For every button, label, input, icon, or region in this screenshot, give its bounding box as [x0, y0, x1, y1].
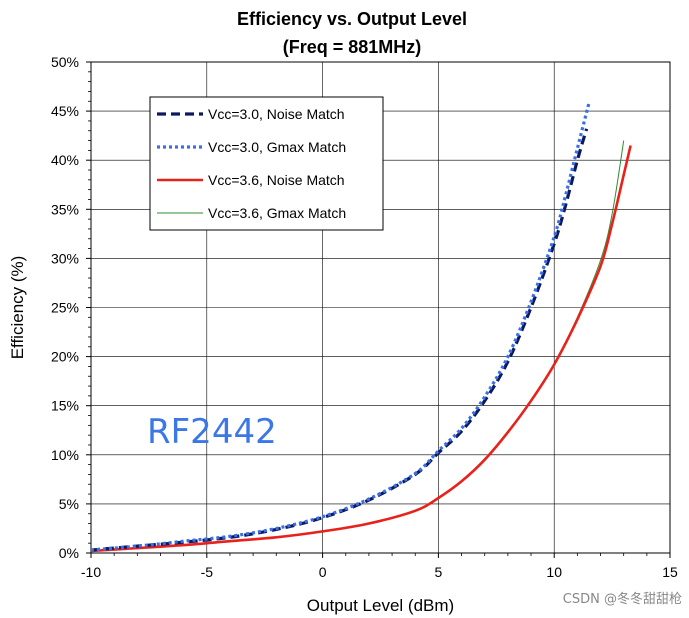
series-line-3	[90, 145, 632, 553]
x-tick-label: 5	[435, 564, 443, 580]
legend-label-2: Vcc=3.0, Gmax Match	[208, 139, 346, 155]
x-tick-label: 10	[546, 564, 562, 580]
y-tick-label: 35%	[51, 201, 79, 217]
series-lines	[90, 102, 632, 553]
y-tick-label: 50%	[51, 54, 79, 70]
legend: Vcc=3.0, Noise Match Vcc=3.0, Gmax Match V…	[149, 96, 384, 231]
legend-box	[149, 96, 384, 231]
x-tick-label: -10	[81, 564, 101, 580]
chart-title: Efficiency vs. Output Level	[237, 9, 467, 29]
legend-label-1: Vcc=3.0, Noise Match	[208, 106, 345, 122]
csdn-watermark: CSDN @冬冬甜甜枪	[563, 591, 682, 607]
x-tick-label: 0	[319, 564, 327, 580]
y-tick-label: 45%	[51, 103, 79, 119]
y-tick-label: 5%	[59, 496, 79, 512]
y-tick-label: 10%	[51, 447, 79, 463]
x-axis-label: Output Level (dBm)	[307, 596, 454, 615]
y-tick-label: 0%	[59, 545, 79, 561]
y-axis-label: Efficiency (%)	[8, 256, 27, 360]
series-line-2	[90, 102, 591, 552]
x-tick-label: 15	[662, 564, 678, 580]
y-tick-label: 25%	[51, 300, 79, 316]
legend-label-4: Vcc=3.6, Gmax Match	[208, 205, 346, 221]
y-tick-label: 20%	[51, 349, 79, 365]
rf2442-annotation: RF2442	[147, 412, 277, 452]
y-tick-label: 40%	[51, 152, 79, 168]
x-tick-labels: -10 -5 0 5 10 15	[81, 564, 678, 580]
axis-ticks	[86, 61, 671, 558]
y-tick-label: 15%	[51, 398, 79, 414]
y-tick-labels: 0% 5% 10% 15% 20% 25% 30% 35% 40% 45% 50%	[51, 54, 79, 561]
y-tick-label: 30%	[51, 250, 79, 266]
chart-subtitle: (Freq = 881MHz)	[283, 37, 422, 57]
x-tick-label: -5	[201, 564, 214, 580]
legend-label-3: Vcc=3.6, Noise Match	[208, 172, 345, 188]
